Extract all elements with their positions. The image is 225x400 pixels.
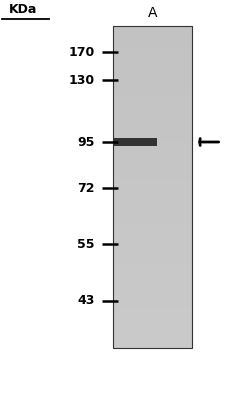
Bar <box>112 227 191 231</box>
Bar <box>112 90 191 94</box>
Bar <box>112 150 191 155</box>
Text: KDa: KDa <box>8 3 37 16</box>
Bar <box>112 54 191 58</box>
Text: 130: 130 <box>68 74 94 86</box>
Bar <box>112 114 191 118</box>
Bar <box>112 74 191 78</box>
Bar <box>112 138 156 146</box>
Bar <box>112 162 191 167</box>
Bar <box>112 118 191 122</box>
Bar <box>112 70 191 74</box>
Bar <box>112 62 191 66</box>
Bar <box>112 255 191 260</box>
Bar <box>112 66 191 70</box>
Bar <box>112 320 191 324</box>
Bar <box>112 336 191 340</box>
Text: 43: 43 <box>77 294 94 307</box>
Bar <box>112 98 191 102</box>
Bar <box>112 38 191 42</box>
Bar <box>112 231 191 235</box>
Bar <box>112 50 191 54</box>
Bar <box>112 191 191 195</box>
Bar <box>112 291 191 296</box>
Bar <box>112 243 191 247</box>
Bar <box>112 42 191 46</box>
Bar <box>112 207 191 211</box>
Bar <box>112 295 191 300</box>
Bar <box>112 275 191 280</box>
Bar <box>112 247 191 252</box>
Bar <box>112 26 191 348</box>
Bar <box>112 271 191 276</box>
Bar <box>112 315 191 320</box>
Bar <box>112 34 191 38</box>
Bar <box>112 138 191 143</box>
Bar <box>112 235 191 239</box>
Bar <box>112 46 191 50</box>
Text: 72: 72 <box>77 182 94 194</box>
Bar <box>112 311 191 316</box>
Bar <box>112 182 191 187</box>
Bar <box>112 332 191 336</box>
Bar <box>112 130 191 135</box>
Bar <box>112 215 191 219</box>
Bar <box>112 58 191 62</box>
Bar <box>112 154 191 159</box>
Bar <box>112 307 191 312</box>
Bar <box>112 287 191 292</box>
Bar <box>112 283 191 288</box>
Bar <box>112 26 191 30</box>
Bar <box>112 146 191 151</box>
Bar <box>112 86 191 90</box>
Bar <box>112 158 191 163</box>
Bar <box>112 259 191 264</box>
Bar <box>112 199 191 203</box>
Text: A: A <box>147 6 157 20</box>
Bar <box>112 211 191 215</box>
Bar <box>112 340 191 344</box>
Bar <box>112 142 191 147</box>
Bar <box>112 122 191 127</box>
Bar <box>112 78 191 82</box>
Bar <box>112 94 191 98</box>
Bar <box>112 82 191 86</box>
Bar <box>112 263 191 268</box>
Bar <box>112 267 191 272</box>
Bar <box>112 239 191 243</box>
Bar <box>112 166 191 171</box>
Text: 170: 170 <box>68 46 94 58</box>
Bar <box>112 126 191 131</box>
Bar <box>112 30 191 34</box>
Text: 95: 95 <box>77 136 94 148</box>
Bar <box>112 219 191 223</box>
Bar <box>112 344 191 348</box>
Bar <box>112 251 191 256</box>
Bar <box>112 324 191 328</box>
Bar <box>112 223 191 227</box>
Bar <box>112 299 191 304</box>
Bar <box>112 303 191 308</box>
Bar <box>112 110 191 114</box>
Bar <box>112 134 191 139</box>
Bar <box>112 178 191 183</box>
Bar <box>112 203 191 207</box>
Bar <box>112 102 191 106</box>
Bar <box>112 186 191 191</box>
Bar <box>112 106 191 110</box>
Bar <box>112 328 191 332</box>
Bar <box>112 170 191 175</box>
Text: 55: 55 <box>77 238 94 250</box>
Bar <box>112 279 191 284</box>
Bar <box>112 174 191 179</box>
Bar <box>112 195 191 199</box>
